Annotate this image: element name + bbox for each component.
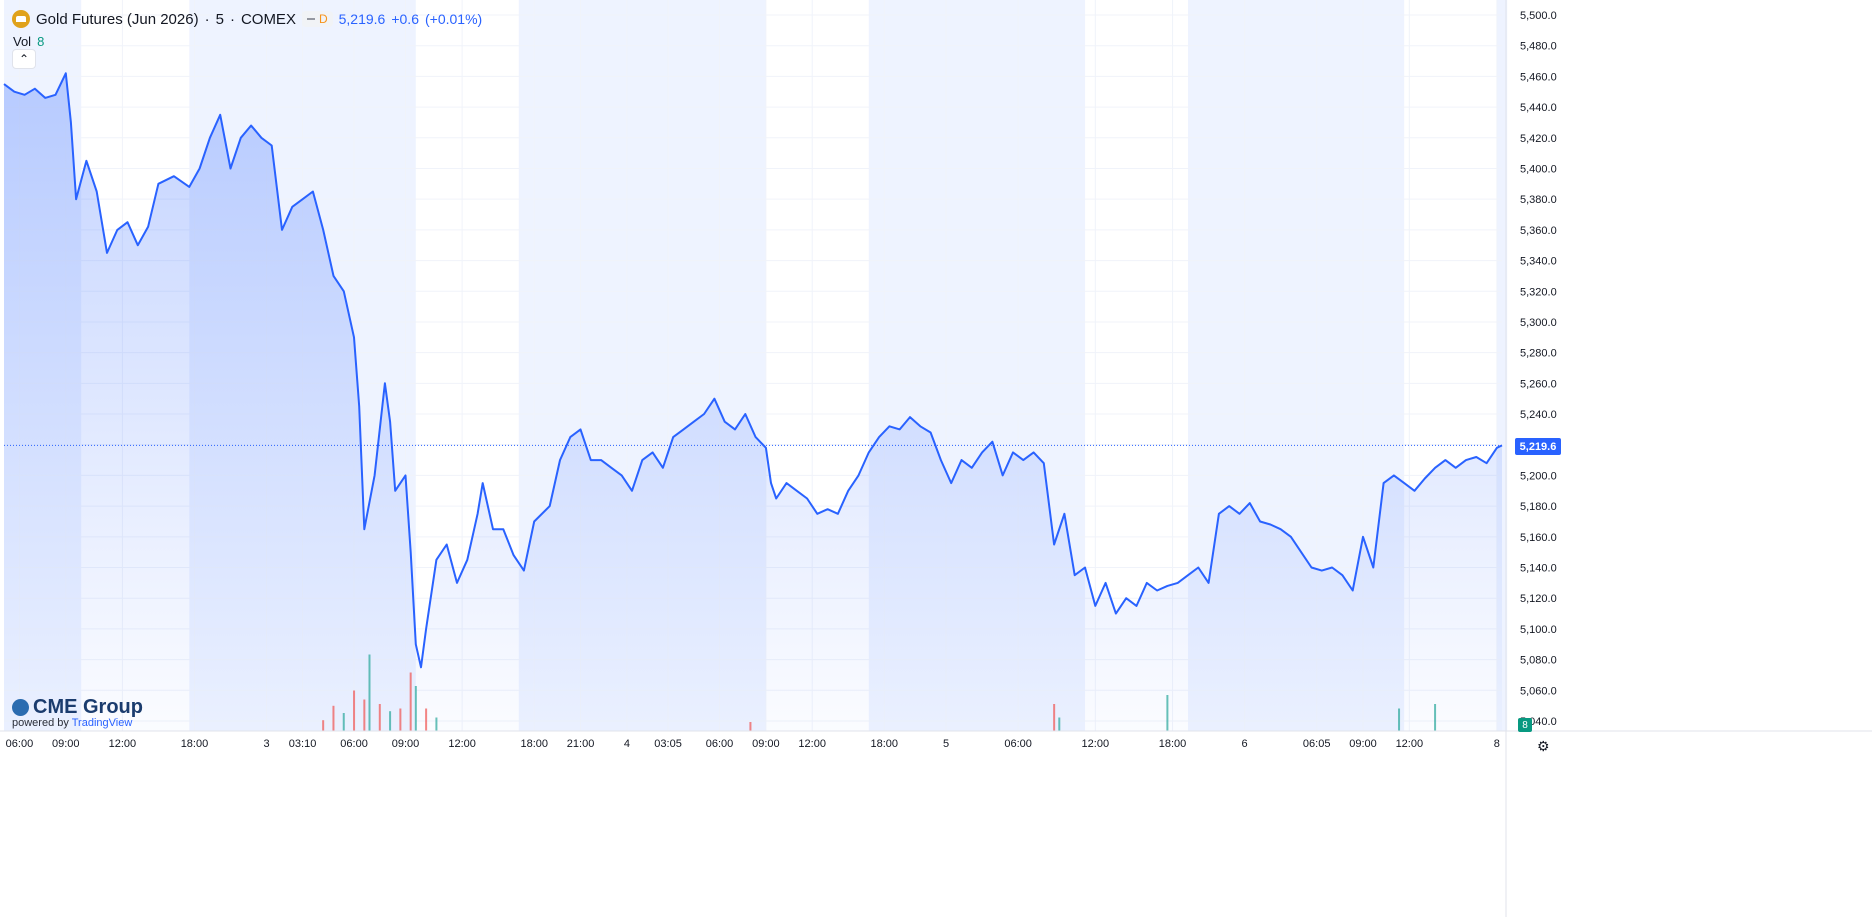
cme-name: CME Group [33, 696, 143, 718]
price-area [4, 73, 1502, 732]
volume-bar [1398, 708, 1401, 731]
volume-bar [389, 711, 392, 731]
symbol-name[interactable]: Gold Futures (Jun 2026) [36, 10, 199, 28]
volume-bar [1058, 717, 1061, 731]
volume-axis-label: 8 [1518, 718, 1532, 732]
volume-bar [1434, 704, 1437, 731]
time-axis-tick-label: 6 [1242, 738, 1248, 750]
time-axis-tick-label: 21:00 [567, 738, 595, 750]
price-axis-tick-label: 5,340.0 [1520, 256, 1557, 268]
volume-bar [1166, 695, 1169, 731]
price-axis-tick-label: 5,160.0 [1520, 532, 1557, 544]
delayed-badge-letter: D [318, 12, 328, 26]
price-axis-tick-label: 5,320.0 [1520, 286, 1557, 298]
time-axis-tick-label: 3 [263, 738, 269, 750]
time-axis-tick-label: 18:00 [871, 738, 899, 750]
volume-bar [378, 704, 381, 731]
time-axis-tick-label: 12:00 [798, 738, 826, 750]
volume-bar [1053, 704, 1056, 731]
powered-by[interactable]: powered by TradingView [12, 717, 132, 729]
price-axis-tick-label: 5,480.0 [1520, 41, 1557, 53]
time-axis-tick-label: 09:00 [752, 738, 780, 750]
time-axis-tick-label: 06:05 [1303, 738, 1331, 750]
price-line [3, 72, 1503, 669]
volume-bar [332, 705, 335, 731]
volume-bar [435, 717, 438, 731]
globe-icon [12, 699, 29, 716]
volume-bar [353, 690, 356, 731]
chevron-up-icon: ⌃ [18, 52, 30, 66]
price-axis-tick-label: 5,500.0 [1520, 10, 1557, 22]
time-axis-tick-label: 18:00 [1159, 738, 1187, 750]
last-price-label: 5,219.6 [1515, 438, 1561, 455]
gold-symbol-icon [12, 10, 30, 28]
delayed-badge[interactable]: D [301, 11, 333, 27]
legend-separator-2: · [229, 10, 235, 28]
legend-change: +0.6 [391, 11, 419, 27]
volume-bar [322, 720, 325, 731]
time-axis-tick-label: 12:00 [1396, 738, 1424, 750]
interval-label[interactable]: 5 [215, 10, 224, 28]
legend-price: 5,219.6 [338, 11, 386, 27]
time-axis-tick-label: 03:10 [289, 738, 317, 750]
volume-bar [399, 708, 402, 731]
price-axis-tick-label: 5,080.0 [1520, 655, 1557, 667]
price-axis-tick-label: 5,300.0 [1520, 317, 1557, 329]
powered-prefix: powered by [12, 717, 69, 729]
price-axis-tick-label: 5,120.0 [1520, 593, 1557, 605]
minus-icon [306, 18, 315, 20]
price-axis-tick-label: 5,100.0 [1520, 624, 1557, 636]
volume-value: 8 [37, 34, 45, 49]
volume-bar [414, 686, 417, 731]
session-band [1496, 0, 1508, 731]
price-axis-tick-label: 5,140.0 [1520, 563, 1557, 575]
time-axis-tick-label: 8 [1494, 738, 1500, 750]
price-axis-tick-label: 5,240.0 [1520, 409, 1557, 421]
volume-bar [409, 672, 412, 731]
price-axis-tick-label: 5,440.0 [1520, 102, 1557, 114]
volume-bar [342, 713, 345, 731]
price-axis-tick-label: 5,380.0 [1520, 194, 1557, 206]
time-axis-tick-label: 12:00 [1082, 738, 1110, 750]
time-axis-tick-label: 5 [943, 738, 949, 750]
volume-legend: Vol 8 [13, 34, 44, 49]
price-axis-tick-label: 5,260.0 [1520, 378, 1557, 390]
time-axis-tick-label: 06:00 [340, 738, 368, 750]
time-axis-tick-label: 09:00 [52, 738, 80, 750]
legend-change-percent: (+0.01%) [424, 11, 483, 27]
price-axis-tick-label: 5,400.0 [1520, 163, 1557, 175]
time-axis-tick-label: 18:00 [520, 738, 548, 750]
time-axis-tick-label: 18:00 [181, 738, 209, 750]
volume-bar [368, 654, 371, 731]
legend-separator: · [204, 10, 210, 28]
time-axis-tick-label: 06:00 [6, 738, 34, 750]
tradingview-brand: TradingView [71, 717, 133, 729]
time-axis-tick-label: 12:00 [109, 738, 137, 750]
symbol-legend: Gold Futures (Jun 2026) · 5 · COMEX D 5,… [12, 10, 482, 28]
price-axis-tick-label: 5,060.0 [1520, 685, 1557, 697]
time-axis-tick-label: 06:00 [1004, 738, 1032, 750]
time-axis-tick-label: 09:00 [392, 738, 420, 750]
volume-label: Vol [13, 34, 32, 49]
price-axis-tick-label: 5,180.0 [1520, 501, 1557, 513]
collapse-legend-button[interactable]: ⌃ [12, 49, 36, 69]
time-axis-tick-label: 06:00 [706, 738, 734, 750]
time-axis-tick-label: 12:00 [448, 738, 476, 750]
gear-icon[interactable]: ⚙ [1537, 738, 1550, 754]
price-axis-tick-label: 5,280.0 [1520, 348, 1557, 360]
exchange-label[interactable]: COMEX [240, 10, 296, 28]
volume-bar [425, 708, 428, 731]
time-axis-tick-label: 03:05 [654, 738, 682, 750]
price-axis-tick-label: 5,360.0 [1520, 225, 1557, 237]
price-axis-tick-label: 5,460.0 [1520, 71, 1557, 83]
price-axis-tick-label: 5,200.0 [1520, 470, 1557, 482]
volume-bar [363, 699, 366, 731]
time-axis-tick-label: 4 [624, 738, 630, 750]
cme-logo: CME Group [12, 696, 143, 719]
volume-bar [749, 722, 752, 731]
time-axis-tick-label: 09:00 [1349, 738, 1377, 750]
price-axis-tick-label: 5,420.0 [1520, 133, 1557, 145]
